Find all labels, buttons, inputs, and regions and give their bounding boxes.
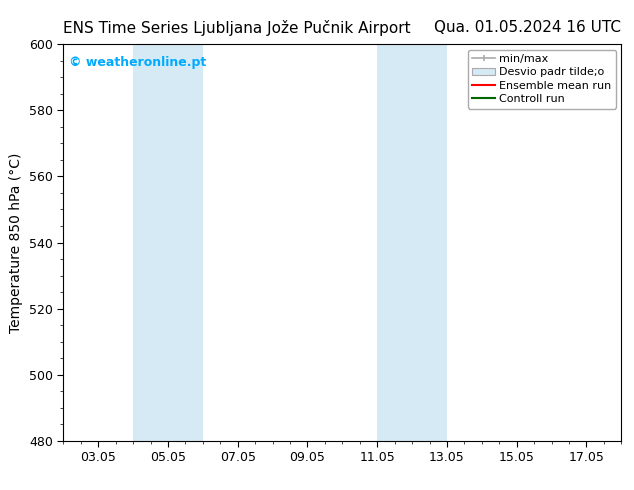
Bar (133, 44, 203, 441)
Text: ENS Time Series Ljubljana Jože Pučnik Airport: ENS Time Series Ljubljana Jože Pučnik Ai… (63, 20, 411, 36)
Bar (377, 44, 447, 441)
Text: Qua. 01.05.2024 16 UTC: Qua. 01.05.2024 16 UTC (434, 20, 621, 35)
Text: © weatheronline.pt: © weatheronline.pt (69, 56, 206, 69)
Y-axis label: Temperature 850 hPa (°C): Temperature 850 hPa (°C) (10, 152, 23, 333)
Legend: min/max, Desvio padr tilde;o, Ensemble mean run, Controll run: min/max, Desvio padr tilde;o, Ensemble m… (468, 49, 616, 109)
